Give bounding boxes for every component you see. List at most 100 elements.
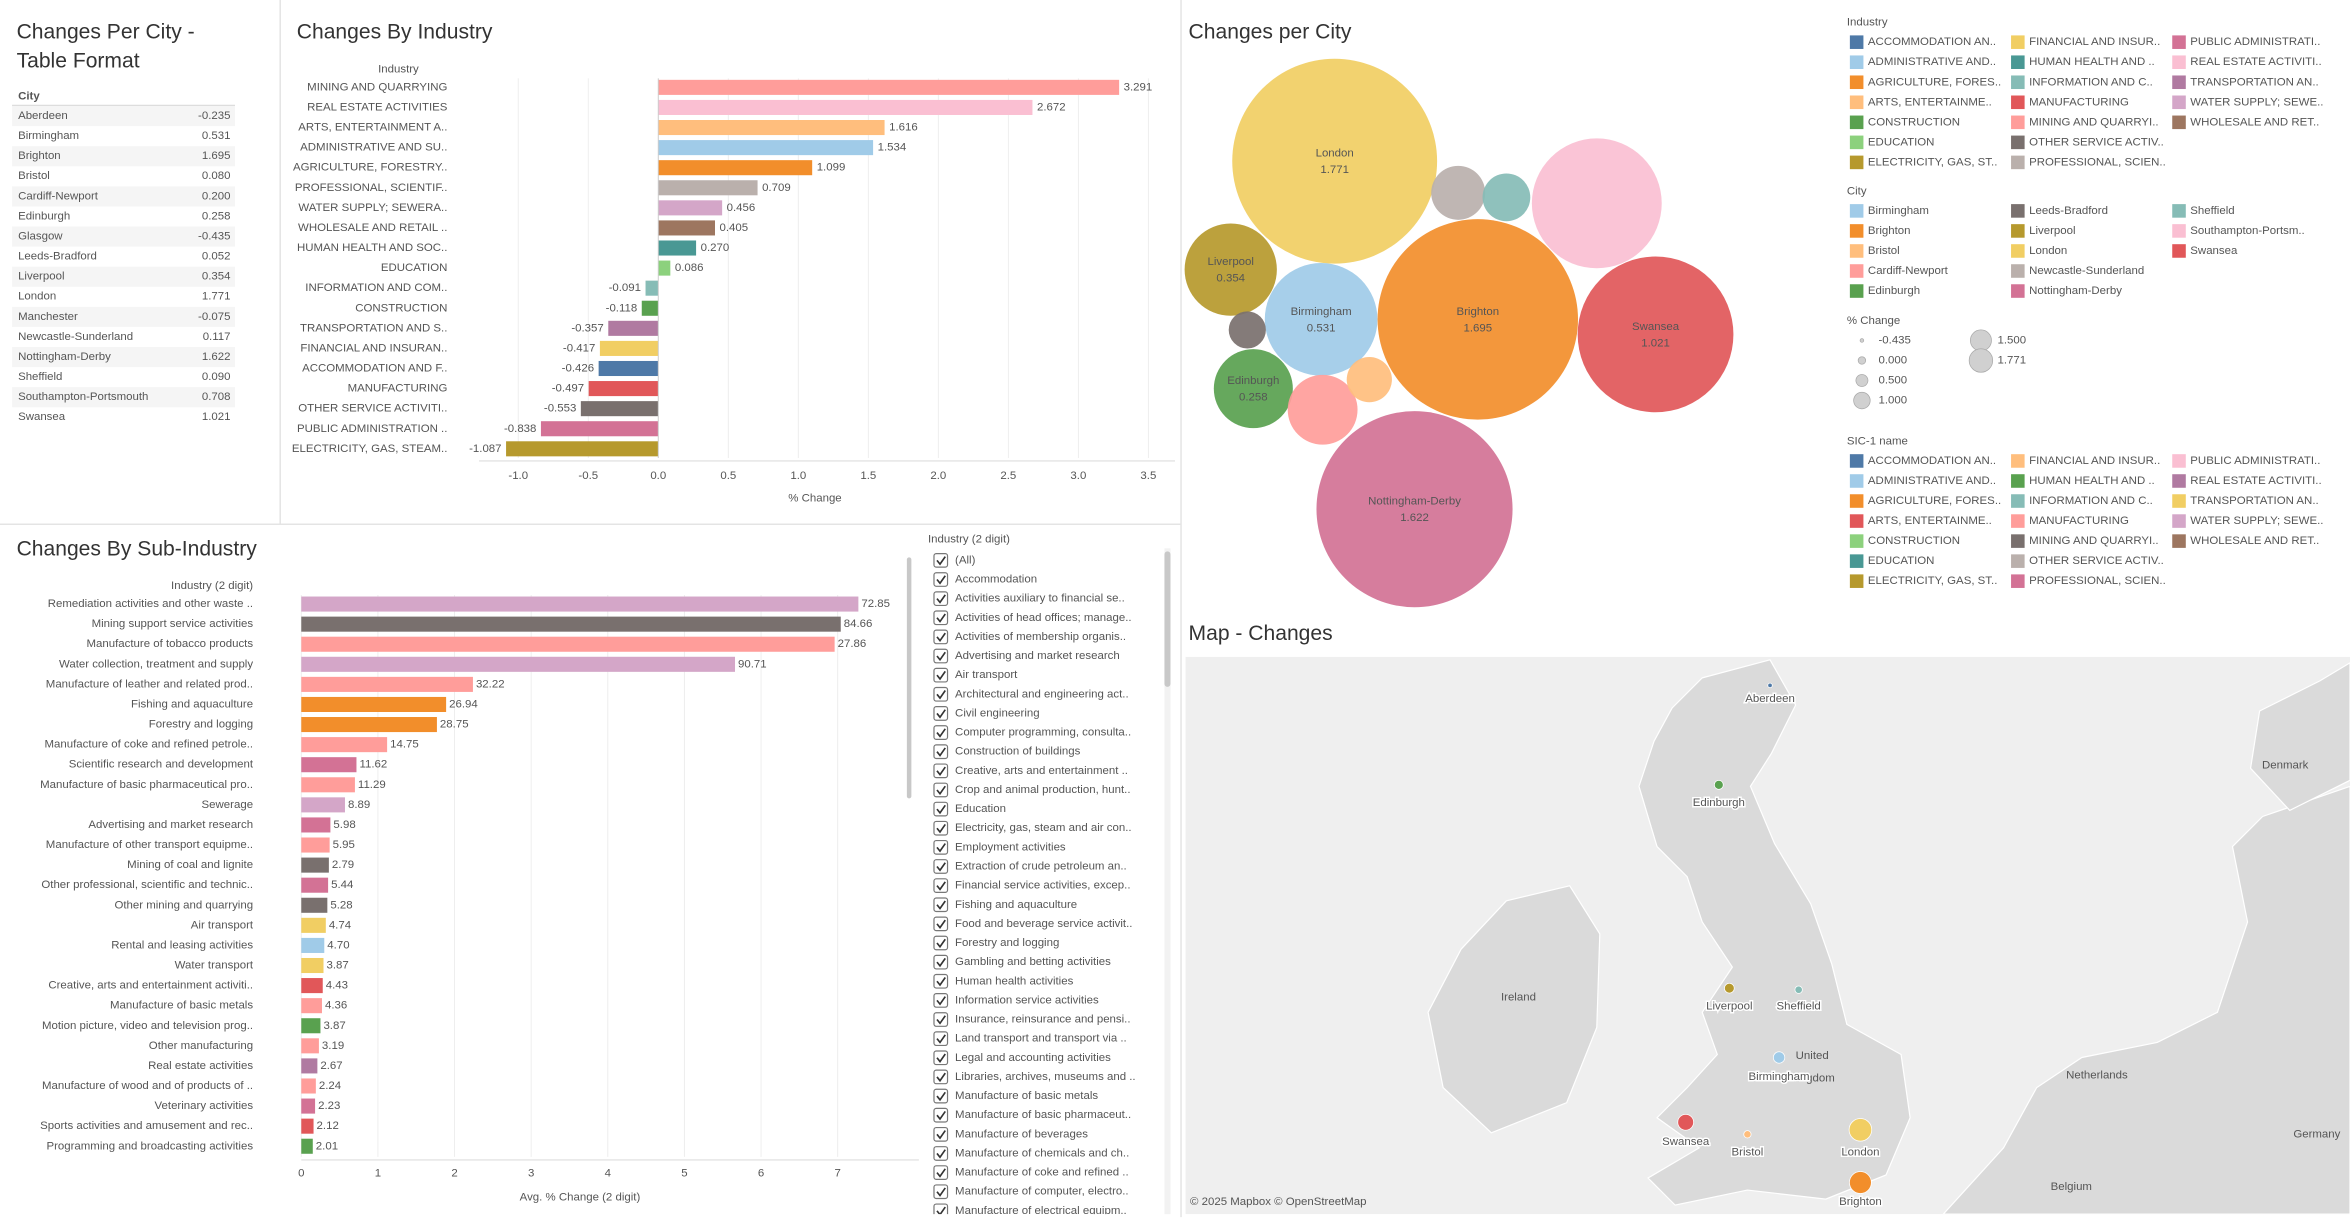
bar[interactable] bbox=[658, 180, 758, 196]
legend-label[interactable]: TRANSPORTATION AN.. bbox=[2190, 76, 2318, 88]
legend-label[interactable]: FINANCIAL AND INSUR.. bbox=[2029, 455, 2160, 467]
checkbox[interactable] bbox=[933, 629, 949, 645]
checkbox[interactable] bbox=[933, 973, 949, 989]
legend-label[interactable]: INFORMATION AND C.. bbox=[2029, 76, 2153, 88]
bar[interactable] bbox=[301, 857, 329, 873]
checkbox[interactable] bbox=[933, 897, 949, 913]
checkmark[interactable] bbox=[936, 1091, 946, 1102]
legend-label[interactable]: PUBLIC ADMINISTRATI.. bbox=[2190, 36, 2320, 48]
checkmark[interactable] bbox=[936, 881, 946, 891]
filter-item[interactable]: Manufacture of chemicals and ch.. bbox=[955, 1147, 1129, 1159]
legend-label[interactable]: MANUFACTURING bbox=[2029, 96, 2129, 108]
bar[interactable] bbox=[658, 79, 1120, 95]
bar[interactable] bbox=[301, 817, 331, 833]
bar[interactable] bbox=[301, 797, 345, 813]
bar[interactable] bbox=[301, 656, 736, 672]
checkmark[interactable] bbox=[936, 977, 946, 987]
bubble[interactable] bbox=[1287, 374, 1358, 445]
legend-label[interactable]: ELECTRICITY, GAS, ST.. bbox=[1868, 156, 1997, 168]
legend-swatch[interactable] bbox=[1849, 264, 1864, 278]
checkmark[interactable] bbox=[936, 670, 946, 681]
legend-label[interactable]: OTHER SERVICE ACTIV.. bbox=[2029, 136, 2164, 148]
bar[interactable] bbox=[301, 696, 447, 713]
checkmark[interactable] bbox=[936, 690, 946, 700]
legend-label[interactable]: OTHER SERVICE ACTIV.. bbox=[2029, 555, 2164, 567]
legend-label[interactable]: Sheffield bbox=[2190, 205, 2234, 217]
bar[interactable] bbox=[301, 897, 328, 913]
bar[interactable] bbox=[301, 978, 323, 994]
filter-item[interactable]: Education bbox=[955, 803, 1006, 815]
filter-item[interactable]: Computer programming, consulta.. bbox=[955, 727, 1131, 739]
filter-item[interactable]: Electricity, gas, steam and air con.. bbox=[955, 822, 1132, 834]
legend-swatch[interactable] bbox=[2172, 454, 2186, 468]
bubble[interactable] bbox=[1377, 219, 1579, 420]
filter-item[interactable]: (All) bbox=[955, 554, 976, 566]
checkmark[interactable] bbox=[936, 632, 946, 643]
filter-item[interactable]: Insurance, reinsurance and pensi.. bbox=[955, 1014, 1130, 1026]
legend-label[interactable]: Liverpool bbox=[2029, 225, 2075, 237]
legend-swatch[interactable] bbox=[2172, 204, 2186, 218]
legend-label[interactable]: CONSTRUCTION bbox=[1868, 535, 1960, 547]
legend-swatch[interactable] bbox=[2011, 244, 2025, 258]
legend-label[interactable]: PROFESSIONAL, SCIEN.. bbox=[2029, 575, 2166, 587]
legend-swatch[interactable] bbox=[1849, 55, 1864, 69]
legend-swatch[interactable] bbox=[2011, 284, 2025, 298]
bar[interactable] bbox=[301, 1138, 313, 1154]
scrollbar-thumb[interactable] bbox=[1164, 551, 1171, 687]
legend-label[interactable]: ADMINISTRATIVE AND.. bbox=[1868, 475, 1996, 487]
checkbox[interactable] bbox=[933, 839, 949, 855]
legend-swatch[interactable] bbox=[1849, 574, 1864, 588]
legend-label[interactable]: Southampton-Portsm.. bbox=[2190, 225, 2304, 237]
filter-item[interactable]: Fishing and aquaculture bbox=[955, 899, 1077, 911]
legend-label[interactable]: ELECTRICITY, GAS, ST.. bbox=[1868, 575, 1997, 587]
legend-label[interactable]: WATER SUPPLY; SEWE.. bbox=[2190, 96, 2323, 108]
filter-item[interactable]: Architectural and engineering act.. bbox=[955, 688, 1129, 700]
filter-item[interactable]: Crop and animal production, hunt.. bbox=[955, 784, 1130, 796]
legend-swatch[interactable] bbox=[2011, 514, 2025, 528]
checkbox[interactable] bbox=[933, 572, 949, 587]
legend-label[interactable]: ARTS, ENTERTAINME.. bbox=[1868, 96, 1992, 108]
filter-item[interactable]: Manufacture of basic metals bbox=[955, 1090, 1098, 1102]
map-point[interactable] bbox=[1767, 682, 1773, 689]
checkbox[interactable] bbox=[933, 744, 949, 760]
legend-swatch[interactable] bbox=[1849, 204, 1864, 218]
legend-label[interactable]: AGRICULTURE, FORES.. bbox=[1868, 495, 2001, 507]
legend-swatch[interactable] bbox=[2011, 204, 2025, 218]
bar[interactable] bbox=[301, 777, 355, 793]
checkbox[interactable] bbox=[933, 1069, 949, 1085]
filter-item[interactable]: Activities auxiliary to financial se.. bbox=[955, 593, 1125, 605]
filter-item[interactable]: Creative, arts and entertainment .. bbox=[955, 765, 1128, 777]
map-point[interactable] bbox=[1713, 779, 1724, 790]
legend-label[interactable]: Bristol bbox=[1868, 245, 1900, 257]
bar[interactable] bbox=[645, 280, 659, 296]
legend-label[interactable]: Newcastle-Sunderland bbox=[2029, 265, 2144, 277]
checkbox[interactable] bbox=[933, 935, 949, 951]
legend-label[interactable]: ACCOMMODATION AN.. bbox=[1868, 455, 1996, 467]
bar[interactable] bbox=[301, 1018, 321, 1034]
legend-swatch[interactable] bbox=[2172, 95, 2186, 110]
filter-item[interactable]: Manufacture of computer, electro.. bbox=[955, 1186, 1129, 1198]
legend-label[interactable]: Leeds-Bradford bbox=[2029, 205, 2108, 217]
bar[interactable] bbox=[301, 596, 859, 612]
legend-swatch[interactable] bbox=[1849, 284, 1864, 298]
checkmark[interactable] bbox=[936, 728, 946, 738]
checkbox[interactable] bbox=[933, 648, 949, 664]
bar[interactable] bbox=[301, 937, 325, 953]
legend-swatch[interactable] bbox=[2172, 494, 2186, 508]
bar[interactable] bbox=[301, 676, 473, 692]
bubble[interactable] bbox=[1316, 411, 1513, 608]
legend-swatch[interactable] bbox=[1849, 554, 1864, 568]
filter-item[interactable]: Human health activities bbox=[955, 975, 1074, 987]
checkbox[interactable] bbox=[933, 1146, 949, 1161]
legend-swatch[interactable] bbox=[1849, 115, 1864, 130]
legend-label[interactable]: ADMINISTRATIVE AND.. bbox=[1868, 56, 1996, 68]
checkbox[interactable] bbox=[933, 706, 949, 721]
legend-label[interactable]: MANUFACTURING bbox=[2029, 515, 2129, 527]
bar[interactable] bbox=[658, 260, 671, 276]
bar[interactable] bbox=[301, 1098, 316, 1114]
legend-label[interactable]: PUBLIC ADMINISTRATI.. bbox=[2190, 455, 2320, 467]
checkmark[interactable] bbox=[936, 1015, 946, 1025]
bar[interactable] bbox=[301, 1118, 314, 1134]
filter-item[interactable]: Legal and accounting activities bbox=[955, 1052, 1111, 1064]
checkbox[interactable] bbox=[933, 552, 949, 568]
